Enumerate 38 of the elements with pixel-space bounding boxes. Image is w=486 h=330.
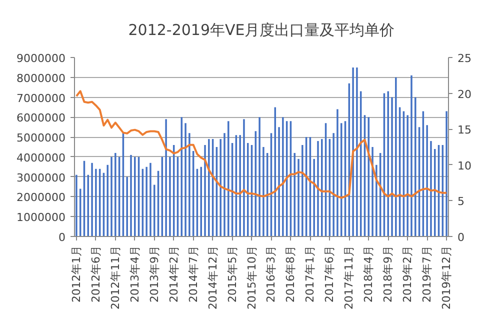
- y2-tick-label: 15: [458, 124, 472, 137]
- x-tick-label: 2014年7月: [186, 245, 200, 302]
- x-tick-label: 2015年10月: [245, 245, 258, 310]
- x-tick-label: 2017年6月: [323, 245, 336, 302]
- y2-tick-label: 20: [458, 88, 472, 101]
- x-tick-label: 2014年12月: [206, 245, 220, 310]
- x-tick-label: 2015年5月: [226, 245, 239, 302]
- y-tick-label: 2000000: [16, 191, 66, 204]
- x-tick-label: 2016年8月: [284, 245, 298, 302]
- x-tick-label: 2012年6月: [89, 245, 102, 302]
- x-tick-label: 2017年1月: [304, 245, 317, 302]
- x-tick-label: 2018年4月: [362, 245, 376, 302]
- y2-tick-label: 25: [458, 52, 472, 65]
- y-tick-label: 1000000: [16, 211, 66, 224]
- y-tick-label: 5000000: [16, 132, 66, 145]
- chart-title: 2012-2019年VE月度出口量及平均单价: [128, 21, 395, 39]
- y2-tick-label: 5: [458, 195, 464, 208]
- y-tick-label: 3000000: [16, 171, 66, 184]
- y-tick-label: 8000000: [16, 72, 66, 85]
- y-tick-label: 7000000: [16, 92, 66, 105]
- y-tick-label: 4000000: [16, 151, 66, 164]
- line-series: [75, 90, 448, 199]
- y2-tick-label: 10: [458, 159, 472, 172]
- x-tick-label: 2017年11月: [342, 245, 356, 310]
- x-tick-label: 2018年9月: [382, 245, 395, 302]
- y-tick-label: 9000000: [16, 52, 66, 65]
- x-tick-label: 2014年2月: [167, 245, 180, 302]
- x-tick-label: 2019年7月: [420, 245, 434, 302]
- x-tick-label: 2013年9月: [148, 245, 161, 302]
- x-tick-label: 2019年12月: [440, 245, 454, 310]
- x-tick-label: 2012年11月: [108, 245, 122, 310]
- x-tick-label: 2016年3月: [264, 245, 278, 302]
- y-tick-label: 0: [58, 231, 66, 244]
- y2-tick-label: 0: [458, 231, 464, 244]
- x-tick-label: 2013年4月: [128, 245, 142, 302]
- x-tick-label: 2012年1月: [70, 245, 83, 302]
- x-tick-label: 2019年2月: [401, 245, 414, 302]
- y-tick-label: 6000000: [16, 112, 66, 125]
